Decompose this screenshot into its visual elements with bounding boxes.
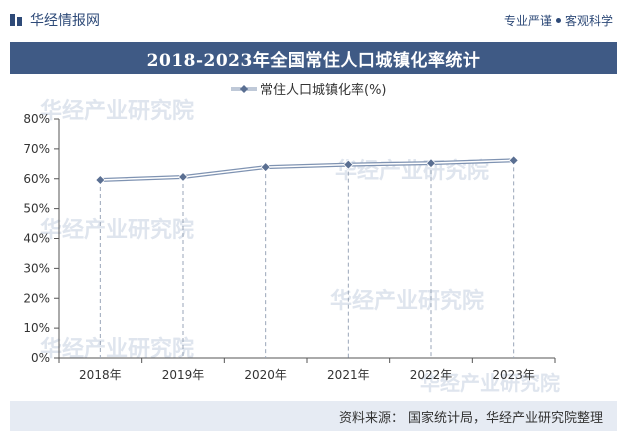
series-line-inner — [100, 159, 514, 181]
watermark-text: 华经产业研究院 — [330, 288, 484, 314]
header-bar: 华经情报网 专业严谨 客观科学 — [0, 0, 627, 40]
tagline-right: 客观科学 — [564, 13, 613, 28]
data-point — [425, 158, 437, 169]
y-axis: 0% 10% 20% 30% 40% 50% 60% 70% 80% — [23, 112, 60, 365]
watermark-text: 华经产业研究院 — [420, 371, 560, 395]
brand-logo-icon — [10, 14, 22, 26]
y-tick-label: 70% — [23, 142, 50, 156]
watermarks: 华经产业研究院华经产业研究院华经产业研究院华经产业研究院华经产业研究院华经产业研… — [40, 98, 560, 395]
y-tick-label: 50% — [23, 202, 50, 216]
data-point — [177, 171, 189, 183]
drop-lines — [99, 160, 515, 358]
data-point — [260, 162, 271, 173]
series-line — [100, 158, 514, 183]
data-point — [508, 155, 519, 166]
x-axis: 2018年 2019年 2020年 2021年 2022年 2023年 — [58, 357, 556, 382]
source-text: 国家统计局，华经产业研究院整理 — [407, 410, 603, 426]
brand-name: 华经情报网 — [30, 13, 100, 29]
brand: 华经情报网 — [10, 10, 100, 30]
data-markers — [95, 155, 519, 186]
data-point — [343, 159, 354, 170]
y-tick-label: 60% — [23, 172, 50, 186]
x-tick-label: 2020年 — [244, 368, 287, 382]
source-footer: 资料来源： 国家统计局，华经产业研究院整理 — [10, 401, 617, 431]
y-tick-label: 10% — [23, 321, 50, 335]
y-tick-label: 40% — [23, 232, 50, 246]
legend-label: 常住人口城镇化率(%) — [260, 82, 387, 98]
x-tick-label: 2018年 — [79, 368, 122, 382]
tagline-left: 专业严谨 — [503, 13, 552, 28]
watermark-text: 华经产业研究院 — [40, 217, 194, 243]
data-point — [95, 174, 106, 186]
y-tick-label: 30% — [23, 261, 50, 275]
bullet-dot-icon — [555, 17, 561, 23]
x-tick-label: 2019年 — [162, 368, 205, 382]
x-tick-label: 2023年 — [492, 368, 535, 382]
x-tick-label: 2022年 — [410, 368, 453, 382]
chart-title: 2018-2023年全国常住人口城镇化率统计 — [10, 42, 617, 74]
y-tick-label: 20% — [23, 291, 50, 305]
chart-legend: 常住人口城镇化率(%) — [231, 82, 387, 98]
watermark-text: 华经产业研究院 — [40, 98, 194, 124]
x-tick-label: 2021年 — [327, 368, 370, 382]
y-tick-label: 80% — [23, 112, 50, 126]
legend-diamond-icon — [240, 85, 248, 93]
y-tick-label: 0% — [31, 351, 50, 365]
tagline: 专业严谨 客观科学 — [504, 12, 613, 29]
source-label: 资料来源： — [338, 410, 404, 426]
